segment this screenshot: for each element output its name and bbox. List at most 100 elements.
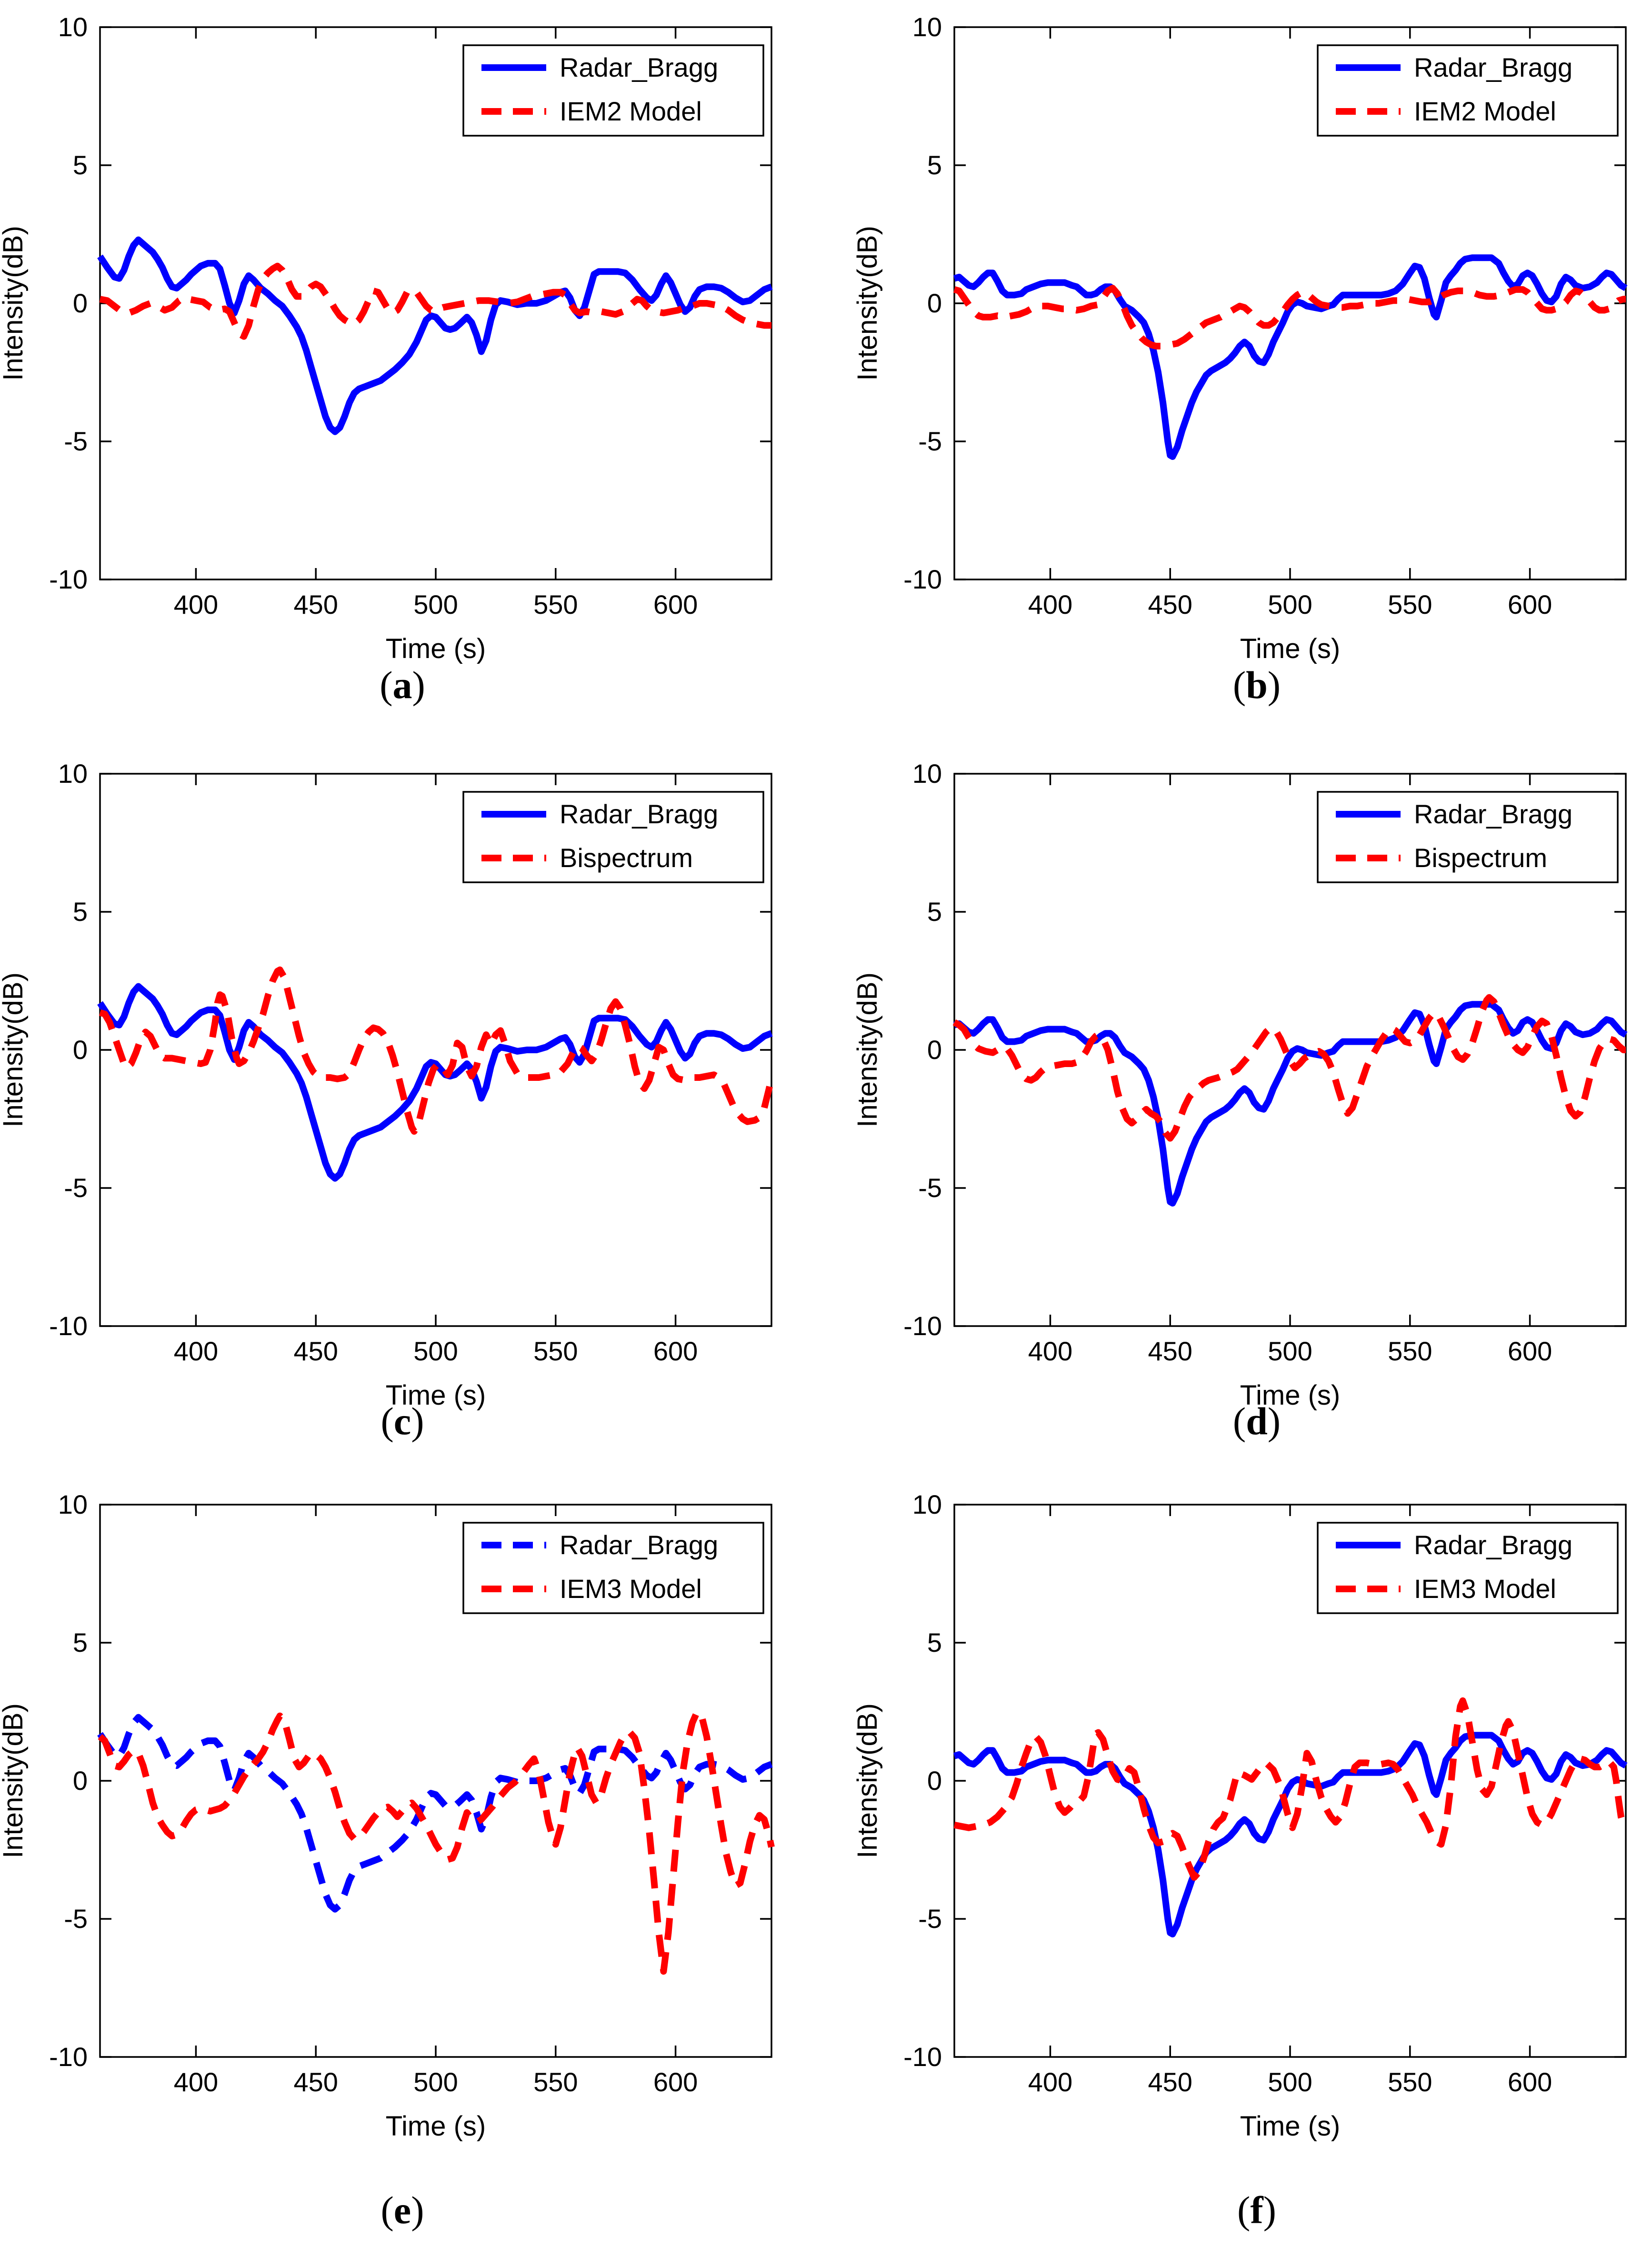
caption-letter: f (1250, 2188, 1263, 2232)
y-axis-label: Intensity(dB) (852, 226, 883, 381)
x-axis-label: Time (s) (386, 2111, 486, 2142)
y-tick-label: -10 (903, 564, 942, 594)
x-tick-label: 450 (1148, 1336, 1192, 1366)
panel-f: 400 450 500 550 600 -10 -5 0 5 10 Time (s) Intensit… (826, 1464, 1652, 2246)
y-tick-label: 5 (927, 150, 942, 180)
x-tick-label: 450 (1148, 589, 1192, 619)
x-tick-label: 450 (293, 2067, 338, 2097)
y-tick-label: 0 (73, 1766, 88, 1796)
caption-paren-open: ( (1237, 2188, 1251, 2232)
caption-paren-open: ( (1232, 663, 1246, 707)
chart-host-a: 400 450 500 550 600 -10 -5 0 5 10 Time (s) Intensit… (0, 1, 807, 668)
x-tick-label: 600 (1508, 1336, 1552, 1366)
x-tick-label: 400 (174, 589, 218, 619)
series-line-radar-bragg (953, 1001, 1628, 1207)
legend-label-radar-bragg: Radar_Bragg (560, 799, 718, 829)
caption-letter: a (392, 663, 412, 707)
y-tick-label: -5 (64, 1173, 88, 1203)
x-axis-label: Time (s) (386, 1380, 486, 1411)
legend-label-radar-bragg: Radar_Bragg (1414, 1530, 1572, 1560)
chart-host-d: 400 450 500 550 600 -10 -5 0 5 10 Time (s) Intensit… (852, 748, 1652, 1414)
y-tick-label: 10 (58, 1489, 88, 1519)
y-tick-label: -5 (918, 1904, 942, 1934)
caption-letter: b (1246, 663, 1268, 707)
x-axis-label: Time (s) (1240, 1380, 1340, 1411)
x-tick-label: 500 (413, 589, 458, 619)
series-line-radar-bragg (97, 236, 773, 435)
panel-e: 400 450 500 550 600 -10 -5 0 5 10 Time (s) Intensit… (0, 1464, 826, 2246)
x-tick-label: 550 (533, 2067, 578, 2097)
x-tick-label: 600 (653, 1336, 698, 1366)
x-axis-label: Time (s) (1240, 2111, 1340, 2142)
y-tick-label: 10 (58, 12, 88, 42)
series-line-iem2-model (953, 285, 1627, 349)
x-tick-label: 450 (1148, 2067, 1192, 2097)
y-tick-label: -10 (903, 1311, 942, 1341)
caption-paren-close: ) (412, 663, 425, 707)
x-tick-label: 500 (1268, 2067, 1312, 2097)
y-axis-label: Intensity(dB) (852, 1703, 883, 1858)
legend-box (462, 44, 764, 137)
x-tick-label: 600 (1508, 2067, 1552, 2097)
y-tick-label: -5 (918, 426, 942, 456)
y-tick-label: 5 (73, 150, 88, 180)
caption-paren-close: ) (1267, 663, 1281, 707)
y-tick-label: 5 (73, 1627, 88, 1657)
y-tick-label: 0 (927, 288, 942, 318)
subfigure-caption-f: (f) (852, 2188, 1652, 2233)
x-tick-label: 550 (533, 1336, 578, 1366)
caption-paren-open: ( (1232, 1399, 1246, 1443)
x-tick-label: 400 (174, 1336, 218, 1366)
legend-label-bispectrum: Bispectrum (560, 843, 693, 873)
legend-box (462, 791, 764, 883)
y-tick-label: 0 (73, 1035, 88, 1065)
y-tick-label: 5 (927, 1627, 942, 1657)
y-tick-label: -10 (903, 2042, 942, 2072)
subfigure-caption-c: (c) (0, 1399, 807, 1444)
x-tick-label: 400 (174, 2067, 218, 2097)
legend-box (462, 1522, 764, 1614)
legend-label-iem3-model: IEM3 Model (560, 1574, 702, 1604)
series-line-radar-bragg (97, 983, 773, 1182)
subfigure-caption-b: (b) (852, 663, 1652, 708)
y-tick-label: 10 (58, 759, 88, 789)
y-tick-label: -10 (49, 2042, 88, 2072)
caption-letter: c (393, 1399, 411, 1443)
caption-letter: e (393, 2188, 411, 2232)
y-tick-label: -10 (49, 1311, 88, 1341)
x-tick-label: 600 (1508, 589, 1552, 619)
x-tick-label: 550 (1388, 2067, 1432, 2097)
chart-svg-d: 400 450 500 550 600 -10 -5 0 5 10 Time (s) Intensit… (852, 759, 1628, 1411)
x-tick-label: 400 (1028, 589, 1072, 619)
chart-host-f: 400 450 500 550 600 -10 -5 0 5 10 Time (s) Intensit… (852, 1478, 1652, 2145)
y-axis-label: Intensity(dB) (0, 1703, 29, 1858)
series-line-bispectrum (99, 966, 775, 1135)
y-tick-label: -5 (64, 426, 88, 456)
panel-d: 400 450 500 550 600 -10 -5 0 5 10 Time (s) Intensit… (826, 729, 1652, 1464)
chart-svg-a: 400 450 500 550 600 -10 -5 0 5 10 Time (s) Intensit… (0, 12, 773, 664)
x-tick-label: 500 (413, 1336, 458, 1366)
x-tick-label: 500 (413, 2067, 458, 2097)
panel-a: 400 450 500 550 600 -10 -5 0 5 10 Time (s) Intensit… (0, 0, 826, 729)
y-tick-label: 0 (927, 1766, 942, 1796)
x-tick-label: 550 (1388, 1336, 1432, 1366)
legend-box (1317, 791, 1619, 883)
legend-label-iem2-model: IEM2 Model (560, 96, 702, 126)
chart-svg-e: 400 450 500 550 600 -10 -5 0 5 10 Time (s) Intensit… (0, 1489, 775, 2142)
y-tick-label: 5 (927, 897, 942, 927)
panel-c: 400 450 500 550 600 -10 -5 0 5 10 Time (s) Intensit… (0, 729, 826, 1464)
x-tick-label: 500 (1268, 589, 1312, 619)
legend-label-iem3-model: IEM3 Model (1414, 1574, 1556, 1604)
y-axis-label: Intensity(dB) (0, 226, 29, 381)
legend-label-radar-bragg: Radar_Bragg (560, 1530, 718, 1560)
caption-paren-open: ( (380, 1399, 394, 1443)
chart-host-e: 400 450 500 550 600 -10 -5 0 5 10 Time (s) Intensit… (0, 1478, 807, 2145)
y-tick-label: 10 (912, 759, 942, 789)
panel-b: 400 450 500 550 600 -10 -5 0 5 10 Time (s) Intensit… (826, 0, 1652, 729)
subfigure-caption-a: (a) (0, 663, 807, 708)
y-tick-label: 10 (912, 12, 942, 42)
x-tick-label: 400 (1028, 1336, 1072, 1366)
x-tick-label: 500 (1268, 1336, 1312, 1366)
y-tick-label: 10 (912, 1489, 942, 1519)
caption-paren-close: ) (411, 2188, 424, 2232)
